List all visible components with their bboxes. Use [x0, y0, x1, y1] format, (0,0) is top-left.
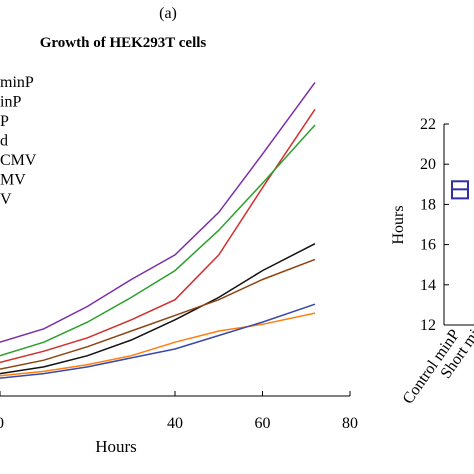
panel-label: (a) — [159, 5, 177, 22]
legend-entry: inP — [0, 94, 21, 111]
y-tick-label: 18 — [420, 196, 436, 213]
y-tick-label: 16 — [420, 237, 436, 254]
series-line-6 — [0, 312, 316, 377]
series-line-3 — [0, 124, 316, 357]
growth-line-chart: 0 40 60 80 minP inP Pd CMV MV V Hours — [0, 74, 358, 456]
y-tick-label: 20 — [420, 156, 436, 173]
y-tick-label: 14 — [420, 277, 436, 294]
x-tick-label: 40 — [167, 415, 183, 432]
series-line-4 — [0, 243, 316, 375]
x-axis-label: Hours — [95, 437, 137, 456]
legend-entry: P — [0, 113, 9, 130]
growth-series-group — [0, 81, 316, 379]
box-plot-axes: 12 14 16 18 20 22 — [420, 116, 474, 334]
legend-entry: MV — [0, 172, 26, 189]
legend-entry: d — [0, 133, 8, 150]
growth-axes: 0 40 60 80 — [0, 391, 358, 432]
y-axis-label: Hours — [390, 205, 407, 244]
series-line-5 — [0, 258, 316, 370]
chart-title: Growth of HEK293T cells — [40, 35, 207, 51]
y-tick-label: 12 — [420, 317, 436, 334]
series-line-1 — [0, 81, 316, 343]
y-tick-label: 22 — [420, 116, 436, 133]
x-tick-label: 0 — [0, 415, 4, 432]
x-tick-label: 60 — [255, 415, 271, 432]
series-line-2 — [0, 108, 316, 364]
legend-entry: CMV — [0, 152, 37, 169]
legend-entry: V — [0, 191, 12, 208]
x-tick-label: 80 — [342, 415, 358, 432]
series-line-7 — [0, 303, 316, 379]
legend: minP inP Pd CMV MV V — [0, 74, 37, 208]
legend-entry: minP — [0, 74, 34, 91]
box-group — [451, 180, 469, 200]
